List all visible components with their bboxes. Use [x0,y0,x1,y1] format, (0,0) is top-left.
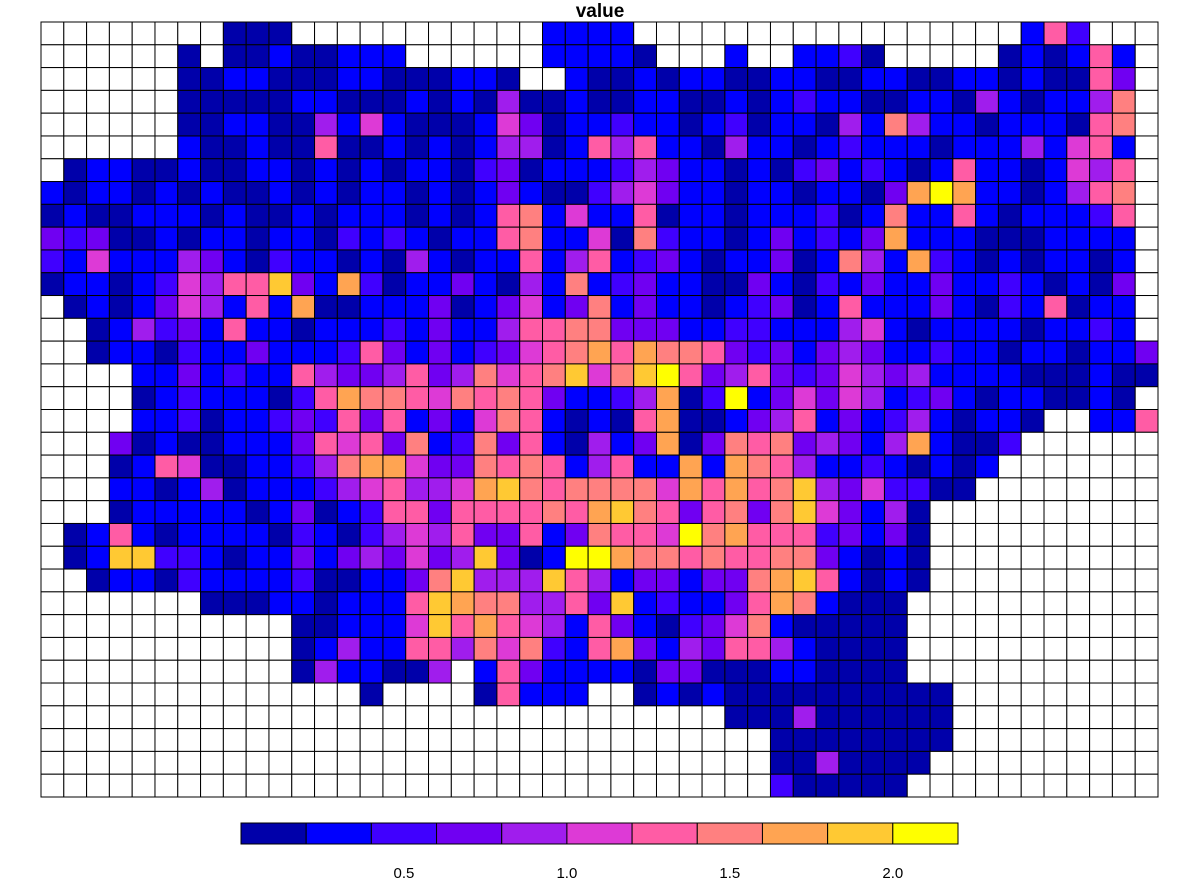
legend-tick-label: 0.5 [394,865,415,882]
legend-swatch [370,822,438,845]
legend-swatch [305,822,372,845]
legend-tick-label: 1.0 [556,865,577,882]
legend-swatch [436,822,503,845]
legend-tick-label: 2.0 [882,865,903,882]
legend-swatch [827,822,894,845]
legend-swatch [240,822,307,845]
legend-swatch [566,822,633,845]
legend-swatch [501,822,568,845]
legend-swatch [761,822,829,845]
legend-swatch [696,822,763,845]
legend-swatch [631,822,698,845]
chart-title: value [575,1,625,22]
legend-swatch [892,822,959,845]
legend-tick-label: 1.5 [719,865,740,882]
